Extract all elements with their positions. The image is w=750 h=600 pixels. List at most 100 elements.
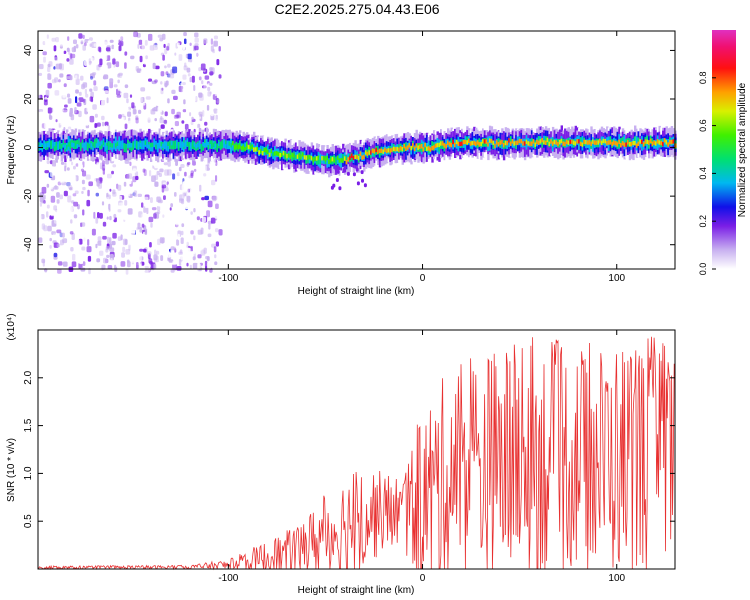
heatmap-ridge-cell: [151, 143, 154, 152]
heatmap-ridge-cell: [186, 141, 189, 147]
heatmap-noise-cell: [178, 85, 184, 93]
heatmap-noise-cell: [129, 71, 134, 77]
heatmap-noise-cell: [200, 227, 204, 235]
heatmap-noise-cell: [203, 165, 207, 172]
heatmap-ridge-cell: [618, 139, 621, 144]
heatmap-noise-cell: [178, 54, 183, 61]
heatmap-ridge-cell: [107, 141, 111, 146]
heatmap-noise-cell: [42, 51, 47, 56]
heatmap-noise-cell: [72, 253, 76, 261]
heatmap-noise-cell: [103, 74, 109, 80]
heatmap-noise-cell: [201, 258, 206, 262]
heatmap-ridge-cell: [597, 140, 600, 145]
heatmap-ridge-cell: [495, 140, 499, 145]
heatmap-noise-cell: [186, 50, 192, 54]
heatmap-ridge-cell: [476, 140, 480, 145]
heatmap-noise-cell: [214, 89, 220, 97]
heatmap-noise-cell: [151, 80, 157, 85]
heatmap-ridge-cell: [235, 144, 238, 149]
heatmap-noise-cell: [152, 69, 157, 73]
heatmap-noise-cell: [114, 206, 118, 212]
heatmap-ridge-cell: [600, 140, 604, 145]
heatmap-noise-cell: [163, 195, 166, 200]
heatmap-ridge-cell: [562, 141, 565, 146]
heatmap-noise-cell: [154, 249, 157, 255]
heatmap-noise-cell: [54, 217, 57, 224]
heatmap-noise-cell: [153, 106, 159, 112]
heatmap-noise-cell: [70, 53, 76, 59]
heatmap-ridge-cell: [322, 156, 326, 161]
heatmap-ridge-cell: [593, 140, 597, 145]
heatmap-noise-cell: [140, 70, 145, 76]
heatmap-noise-cell: [72, 168, 75, 174]
heatmap-noise-cell: [49, 215, 54, 220]
heatmap-noise-cell: [174, 192, 177, 197]
heatmap-noise-cell: [106, 196, 110, 201]
heatmap-noise-cell: [204, 195, 209, 201]
heatmap-noise-cell: [178, 258, 182, 266]
heatmap-noise-cell: [116, 94, 122, 98]
heatmap-ridge-cell: [345, 160, 348, 165]
heatmap-noise-cell: [56, 235, 61, 242]
heatmap-ridge-cell: [88, 138, 92, 148]
heatmap-noise-cell: [187, 73, 191, 77]
heatmap-noise-cell: [99, 67, 102, 75]
heatmap-noise-cell: [46, 119, 49, 125]
heatmap-noise-cell: [193, 208, 196, 213]
heatmap-ridge-cell: [256, 147, 259, 152]
heatmap-noise-cell: [99, 90, 104, 96]
heatmap-noise-cell: [147, 107, 150, 114]
heatmap-ridge-cell: [447, 140, 450, 145]
heatmap-ridge-cell: [300, 154, 303, 159]
heatmap-noise-cell: [154, 79, 158, 83]
heatmap-noise-cell: [167, 98, 170, 104]
heatmap-ridge-cell: [176, 141, 179, 147]
heatmap-ridge-cell: [95, 138, 99, 147]
heatmap-noise-cell: [172, 66, 178, 74]
heatmap-noise-cell: [89, 60, 92, 64]
heatmap-noise-cell: [198, 92, 203, 98]
heatmap-noise-cell: [159, 237, 165, 244]
heatmap-noise-cell: [119, 40, 124, 47]
heatmap-ridge-cell: [441, 141, 445, 146]
y-tick-label: 1.0: [23, 466, 34, 480]
heatmap-noise-cell: [109, 182, 113, 189]
heatmap-ridge-cell: [471, 140, 474, 146]
heatmap-noise-cell: [162, 54, 165, 61]
heatmap-noise-cell: [70, 219, 73, 224]
heatmap-noise-cell: [186, 241, 189, 249]
heatmap-ridge-cell: [148, 144, 151, 149]
heatmap-noise-cell: [167, 184, 170, 188]
heatmap-noise-cell: [215, 175, 218, 182]
heatmap-ridge-cell: [92, 142, 95, 147]
heatmap-ridge-cell: [45, 143, 48, 148]
heatmap-noise-cell: [38, 109, 44, 113]
heatmap-noise-cell: [106, 254, 110, 258]
heatmap-ridge-cell: [230, 143, 233, 148]
heatmap-outlier-cell: [343, 168, 347, 173]
heatmap-noise-cell: [159, 176, 163, 182]
heatmap-ridge-cell: [363, 154, 366, 160]
heatmap-noise-cell: [197, 263, 201, 270]
heatmap-ridge-cell: [509, 141, 513, 146]
heatmap-ridge-cell: [482, 139, 485, 144]
heatmap-ridge-cell: [135, 144, 139, 149]
heatmap-ridge-cell: [452, 140, 455, 150]
heatmap-ridge-cell: [438, 142, 441, 148]
heatmap-noise-cell: [78, 91, 82, 96]
heatmap-ridge-cell: [305, 155, 308, 160]
heatmap-noise-cell: [173, 246, 176, 251]
heatmap-ridge-cell: [144, 140, 147, 145]
heatmap-noise-cell: [179, 194, 184, 201]
heatmap-ridge-cell: [59, 144, 62, 149]
heatmap-noise-cell: [109, 99, 113, 105]
heatmap-noise-cell: [126, 193, 131, 197]
heatmap-noise-cell: [142, 63, 146, 68]
heatmap-noise-cell: [151, 207, 157, 211]
heatmap-noise-cell: [79, 259, 83, 265]
heatmap-ridge-cell: [291, 152, 294, 157]
heatmap-noise-cell: [52, 233, 58, 240]
heatmap-noise-cell: [174, 61, 179, 66]
heatmap-noise-cell: [144, 228, 147, 235]
